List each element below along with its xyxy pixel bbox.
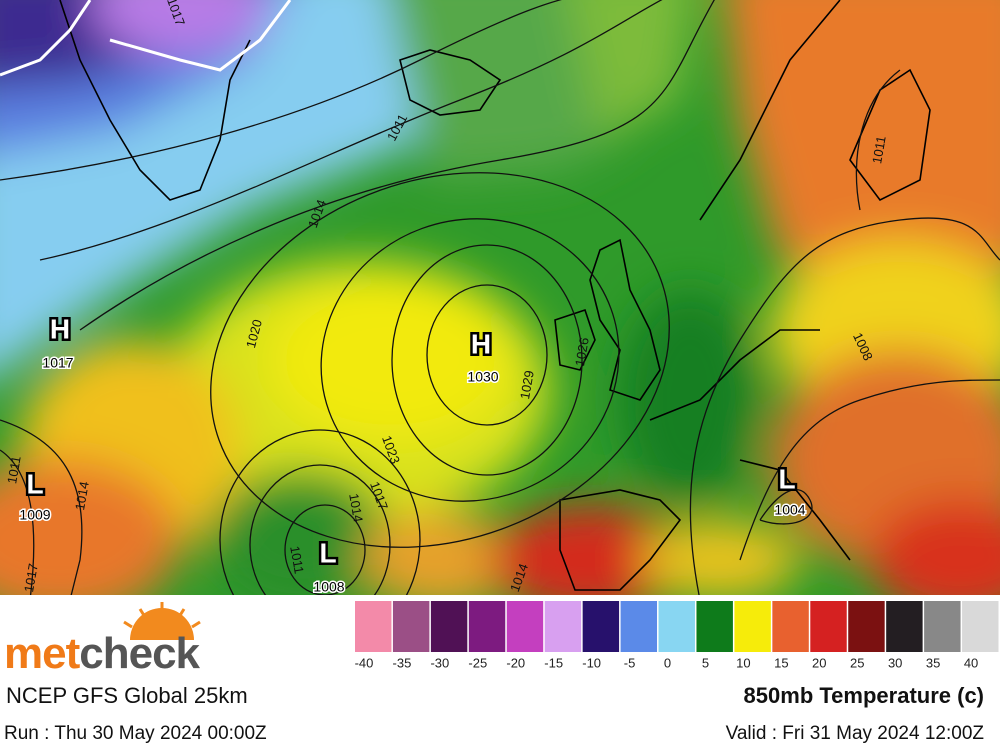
legend-tick-label: -20: [506, 655, 525, 670]
brand-left: met: [4, 629, 81, 678]
legend-swatch: [506, 601, 544, 652]
legend-swatch: [810, 601, 847, 652]
legend-tick-label: 0: [664, 655, 671, 670]
legend-swatch: [924, 601, 961, 652]
legend-swatch: [734, 601, 771, 652]
model-name: NCEP GFS Global 25km: [6, 683, 248, 708]
temperature-field: [0, 0, 1000, 595]
legend-tick-label: -35: [393, 655, 412, 670]
valid-time: Valid : Fri 31 May 2024 12:00Z: [726, 723, 985, 744]
brand-right: check: [79, 629, 200, 678]
legend-tick-label: -10: [582, 655, 601, 670]
legend-tick-label: -30: [430, 655, 449, 670]
legend-swatch: [962, 601, 999, 652]
legend-tick-label: 10: [736, 655, 750, 670]
run-time: Run : Thu 30 May 2024 00:00Z: [4, 723, 267, 744]
pressure-value: 1017: [42, 355, 73, 371]
isobar-label: 1011: [869, 135, 889, 165]
isobar-label: 1017: [21, 562, 41, 593]
legend-tick-label: -40: [355, 655, 374, 670]
pressure-value: 1030: [467, 369, 498, 385]
legend-tick-label: 20: [812, 655, 826, 670]
legend-swatch: [468, 601, 506, 652]
legend-swatch: [582, 601, 620, 652]
legend-tick-label: 15: [774, 655, 788, 670]
logo-sun: [123, 602, 201, 640]
legend-swatch: [392, 601, 430, 652]
legend-tick-label: 5: [702, 655, 709, 670]
legend-tick-label: -5: [624, 655, 636, 670]
legend-swatch: [544, 601, 582, 652]
isobar-label: 1029: [517, 369, 537, 400]
pressure-value: 1009: [19, 507, 50, 523]
legend-swatch: [886, 601, 923, 652]
isobar-label: 1026: [572, 336, 592, 367]
pressure-letter: L: [778, 463, 795, 494]
isobar-label: 1014: [72, 480, 92, 511]
pressure-letter: L: [26, 468, 43, 499]
isobar-label: 1011: [287, 545, 307, 575]
legend-swatch: [620, 601, 658, 652]
isobar-label: 1014: [346, 492, 366, 523]
legend-tick-label: -25: [468, 655, 487, 670]
legend-tick-label: 30: [888, 655, 902, 670]
legend-tick-label: -15: [544, 655, 563, 670]
map-labels: H 1017 L 1009 H 1030 L 1008 L 1004 1017 1011 1014 102…: [4, 0, 889, 596]
legend-tick-label: 40: [964, 655, 978, 670]
legend-swatch: [355, 601, 392, 652]
isobar-label: 1011: [4, 455, 24, 485]
pressure-letter: H: [50, 313, 70, 344]
legend-swatch: [696, 601, 733, 652]
temperature-legend: -40 -35 -30 -25 -20 -15 -10 -5 0 5 10 15 20 25 30 35 40: [355, 601, 999, 670]
legend-swatch: [430, 601, 468, 652]
legend-tick-label: 35: [926, 655, 940, 670]
legend-swatch: [658, 601, 695, 652]
legend-tick-label: 25: [850, 655, 864, 670]
pressure-letter: L: [319, 537, 336, 568]
pressure-value: 1004: [774, 502, 805, 518]
legend-swatch: [848, 601, 885, 652]
pressure-value: 1008: [313, 579, 344, 595]
isobar-label: 1020: [243, 318, 265, 350]
brand: metcheck: [4, 629, 201, 678]
legend-swatch: [772, 601, 809, 652]
pressure-letter: H: [471, 328, 491, 359]
map-title: 850mb Temperature (c): [744, 683, 984, 708]
